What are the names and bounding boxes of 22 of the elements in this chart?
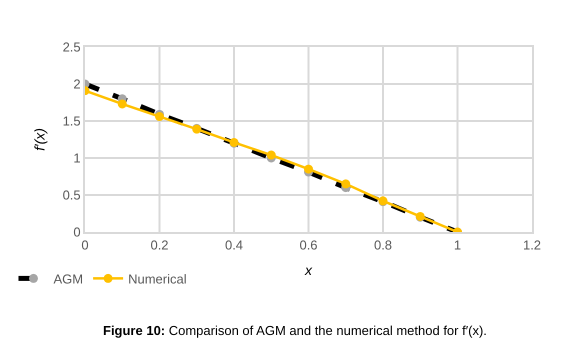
point: [155, 112, 164, 122]
y-tick-label: 2: [73, 76, 81, 92]
x-tick-label: 1: [454, 237, 462, 252]
x-tick-label: 0.6: [299, 237, 318, 252]
y-tick-label: 0: [73, 224, 81, 240]
caption: Figure 10: Comparison of AGM and the numerical method for f′(x).: [103, 323, 487, 338]
y-axis-title: f′(x): [32, 128, 48, 151]
point: [118, 99, 127, 108]
x-axis-title: x: [304, 262, 313, 278]
y-tick-label: 1: [73, 150, 81, 166]
x-tick-label: 1.2: [522, 237, 542, 252]
x-tick-label: 0.8: [374, 237, 392, 252]
point: [266, 150, 276, 160]
y-tick-label: 1.5: [62, 114, 81, 129]
x-tick-label: 0.4: [224, 237, 244, 252]
point: [341, 179, 350, 188]
y-tick-label: 2.5: [62, 40, 81, 55]
legend-label: Numerical: [128, 271, 187, 286]
point: [304, 164, 313, 174]
y-tick-label: 0.5: [62, 188, 81, 203]
x-tick-label: 0.2: [150, 237, 169, 252]
legend-label: AGM: [53, 271, 84, 286]
